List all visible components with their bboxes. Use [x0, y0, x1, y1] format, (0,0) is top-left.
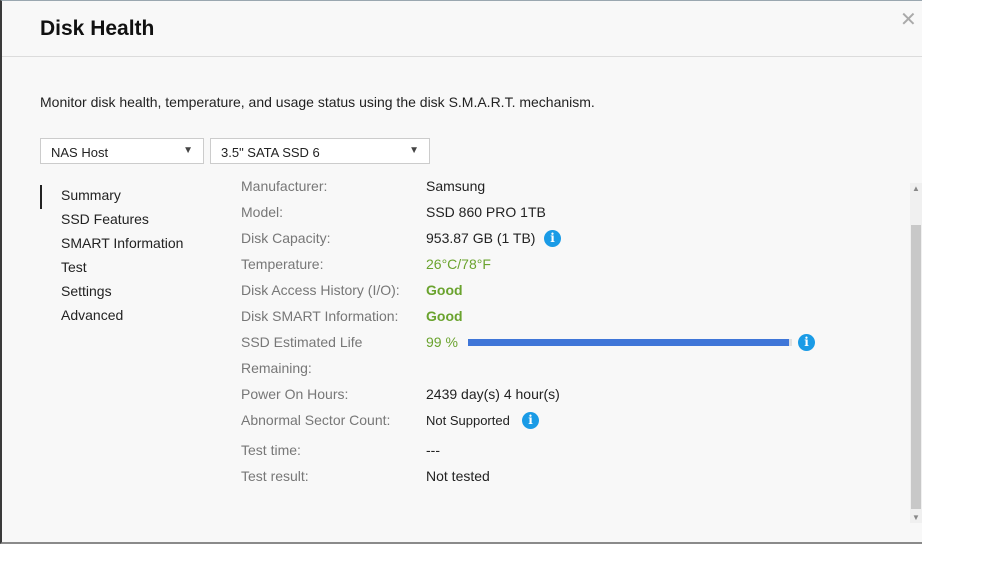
power-on-label: Power On Hours: [241, 386, 349, 402]
test-result-value: Not tested [426, 468, 490, 484]
model-value: SSD 860 PRO 1TB [426, 204, 546, 220]
disk-select[interactable]: 3.5" SATA SSD 6 ▼ [210, 138, 430, 164]
scrollbar[interactable]: ▲ ▼ [910, 183, 922, 523]
nav-test[interactable]: Test [61, 259, 87, 275]
nav-ssd-features[interactable]: SSD Features [61, 211, 149, 227]
nav-advanced[interactable]: Advanced [61, 307, 124, 323]
life-progress-bar [468, 339, 792, 346]
host-select[interactable]: NAS Host ▼ [40, 138, 204, 164]
life-progress-fill [468, 339, 789, 346]
access-history-label: Disk Access History (I/O): [241, 282, 400, 298]
dialog-title: Disk Health [40, 17, 155, 40]
test-result-label: Test result: [241, 468, 309, 484]
scroll-down-icon[interactable]: ▼ [912, 513, 920, 522]
manufacturer-value: Samsung [426, 178, 486, 194]
access-history-value: Good [426, 282, 463, 298]
smart-info-label: Disk SMART Information: [241, 308, 399, 324]
temperature-value: 26°C/78°F [426, 256, 491, 272]
host-select-value: NAS Host [51, 145, 109, 160]
info-icon[interactable]: i [522, 412, 539, 429]
close-icon[interactable]: ✕ [900, 9, 917, 31]
nav-summary[interactable]: Summary [40, 185, 183, 209]
manufacturer-label: Manufacturer: [241, 178, 328, 194]
capacity-label: Disk Capacity: [241, 230, 331, 246]
side-nav: Summary SSD Features SMART Information T… [40, 185, 183, 329]
info-icon[interactable]: i [544, 230, 561, 247]
scroll-up-icon[interactable]: ▲ [912, 184, 920, 193]
scrollbar-thumb[interactable] [911, 225, 921, 509]
test-time-value: --- [426, 442, 440, 458]
nav-settings[interactable]: Settings [61, 283, 112, 299]
life-label-2: Remaining: [241, 360, 312, 376]
test-time-label: Test time: [241, 442, 301, 458]
info-icon[interactable]: i [798, 334, 815, 351]
dialog-header: Disk Health ✕ [2, 1, 922, 57]
capacity-value: 953.87 GB (1 TB) [426, 230, 536, 246]
smart-info-value: Good [426, 308, 463, 324]
disk-health-dialog: Disk Health ✕ Monitor disk health, tempe… [0, 0, 922, 544]
temperature-label: Temperature: [241, 256, 324, 272]
life-value: 99 % [426, 334, 458, 350]
sector-label: Abnormal Sector Count: [241, 412, 391, 428]
power-on-value: 2439 day(s) 4 hour(s) [426, 386, 560, 402]
description: Monitor disk health, temperature, and us… [40, 94, 595, 110]
chevron-down-icon: ▼ [409, 145, 419, 156]
sector-value: Not Supported [426, 413, 510, 428]
model-label: Model: [241, 204, 284, 220]
nav-smart-information[interactable]: SMART Information [61, 235, 184, 251]
life-label-1: SSD Estimated Life [241, 334, 363, 350]
disk-select-value: 3.5" SATA SSD 6 [221, 145, 320, 160]
chevron-down-icon: ▼ [183, 145, 193, 156]
